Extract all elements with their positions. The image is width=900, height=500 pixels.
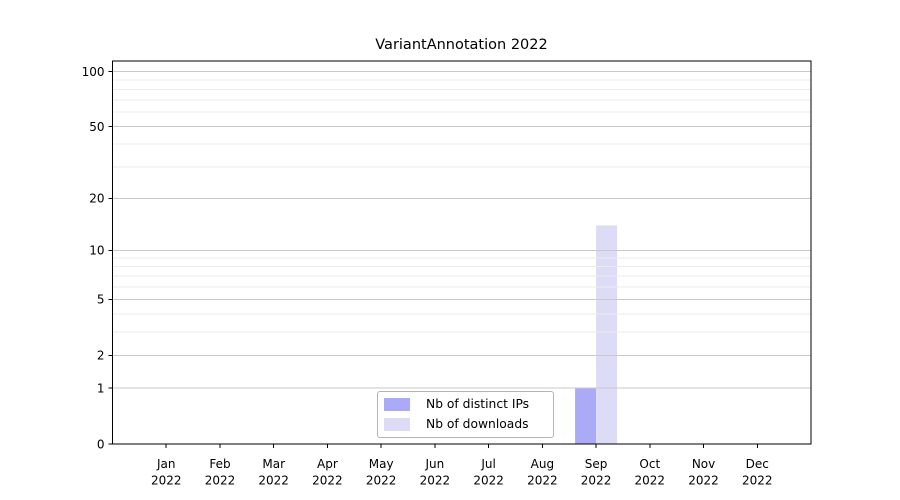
plot-border bbox=[112, 60, 812, 445]
y-tick-label: 5 bbox=[97, 293, 105, 307]
y-tick-label: 10 bbox=[89, 244, 104, 258]
x-tick-label-year: 2022 bbox=[151, 474, 182, 488]
x-tick-label-year: 2022 bbox=[581, 474, 612, 488]
x-tick-label-year: 2022 bbox=[366, 474, 397, 488]
x-tick-label-month: Jul bbox=[480, 457, 495, 471]
bar-downloads-sep bbox=[596, 225, 618, 444]
x-tick-label-year: 2022 bbox=[527, 474, 558, 488]
y-tick-label: 0 bbox=[97, 437, 105, 451]
legend: Nb of distinct IPs Nb of downloads bbox=[377, 391, 554, 438]
x-tick-label-month: May bbox=[369, 457, 394, 471]
legend-label-distinct-ips: Nb of distinct IPs bbox=[426, 397, 530, 411]
x-tick-label-year: 2022 bbox=[258, 474, 289, 488]
x-tick-label-year: 2022 bbox=[205, 474, 236, 488]
y-tick-label: 1 bbox=[97, 381, 105, 395]
x-tick-label-month: Apr bbox=[317, 457, 338, 471]
x-tick-label-month: Sep bbox=[585, 457, 608, 471]
x-tick-label-month: Aug bbox=[531, 457, 554, 471]
legend-swatch-distinct-ips bbox=[384, 398, 410, 411]
x-tick-label-month: Feb bbox=[209, 457, 230, 471]
x-tick-label-month: Oct bbox=[639, 457, 660, 471]
bar-distinct-ips-sep bbox=[575, 388, 597, 444]
legend-swatch-downloads bbox=[384, 418, 410, 431]
x-tick-label-year: 2022 bbox=[688, 474, 719, 488]
x-tick-label-year: 2022 bbox=[312, 474, 343, 488]
x-tick-label-month: Mar bbox=[262, 457, 285, 471]
x-tick-label-month: Nov bbox=[692, 457, 715, 471]
legend-item-distinct-ips: Nb of distinct IPs bbox=[384, 398, 545, 411]
x-tick-label-year: 2022 bbox=[635, 474, 666, 488]
y-tick-label: 100 bbox=[82, 65, 105, 79]
x-tick-label-year: 2022 bbox=[420, 474, 451, 488]
x-tick-label-year: 2022 bbox=[473, 474, 504, 488]
x-tick-label-month: Dec bbox=[746, 457, 769, 471]
x-tick-label-month: Jun bbox=[425, 457, 445, 471]
y-tick-label: 2 bbox=[97, 349, 105, 363]
chart-title: VariantAnnotation 2022 bbox=[375, 37, 548, 53]
legend-label-downloads: Nb of downloads bbox=[426, 417, 529, 431]
x-tick-label-month: Jan bbox=[156, 457, 176, 471]
y-tick-label: 50 bbox=[89, 120, 104, 134]
x-tick-label-year: 2022 bbox=[742, 474, 773, 488]
legend-item-downloads: Nb of downloads bbox=[384, 418, 545, 431]
y-tick-label: 20 bbox=[89, 192, 104, 206]
